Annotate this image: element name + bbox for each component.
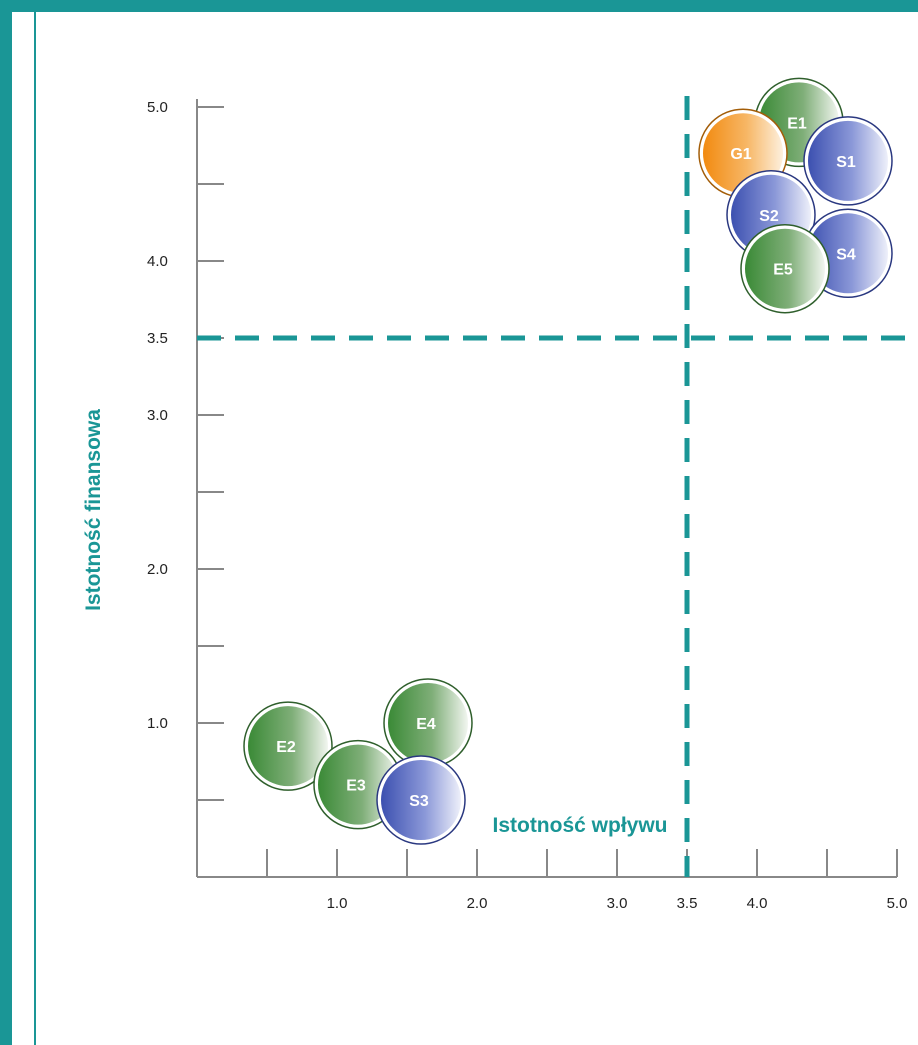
bubble-label: S3 (409, 793, 429, 810)
x-tick-label: 1.0 (327, 895, 348, 912)
bubble-fill (381, 760, 461, 840)
bubble-label: E1 (787, 115, 807, 132)
bubble-fill (808, 120, 888, 201)
bubble-s3: S3 (376, 755, 466, 845)
bubble-fill (745, 228, 825, 309)
x-tick-label: 5.0 (887, 895, 908, 912)
y-tick-label: 3.5 (147, 330, 168, 347)
bubble-fill (248, 706, 328, 787)
x-axis-title: Istotność wpływu (492, 814, 667, 837)
bubble-e2: E2 (243, 701, 333, 791)
bubble-e5: E5 (740, 223, 830, 314)
threshold-lines (197, 96, 918, 877)
bubble-fill (388, 683, 468, 763)
bubble-label: E5 (773, 262, 793, 279)
bubble-label: E3 (346, 778, 366, 795)
frame-inner-border (34, 12, 36, 1045)
bubble-e4: E4 (383, 678, 473, 768)
y-tick-label: 5.0 (147, 99, 168, 116)
x-tick-label: 3.0 (607, 895, 628, 912)
y-tick-label: 2.0 (147, 561, 168, 578)
y-axis-title: Istotność finansowa (82, 409, 105, 611)
bubble-label: E2 (276, 739, 296, 756)
bubble-s1: S1 (803, 116, 893, 206)
y-tick-label: 4.0 (147, 253, 168, 270)
bubbles: E1 S1 G1 S2 S4 E5 E2 E4 E3 S3 (243, 77, 893, 845)
x-tick-label: 2.0 (467, 895, 488, 912)
bubble-label: G1 (730, 146, 751, 163)
bubble-label: S4 (836, 246, 856, 263)
tick-labels: 1.0 2.0 3.0 3.5 4.0 5.0 1.0 2.0 3.0 3.5 4.0 5.0 (147, 99, 907, 912)
x-tick-label: 4.0 (747, 895, 768, 912)
bubble-label: S2 (759, 208, 779, 225)
bubble-label: E4 (416, 716, 436, 733)
y-tick-label: 1.0 (147, 715, 168, 732)
bubble-label: S1 (836, 154, 856, 171)
y-tick-label: 3.0 (147, 407, 168, 424)
x-tick-label: 3.5 (677, 895, 698, 912)
